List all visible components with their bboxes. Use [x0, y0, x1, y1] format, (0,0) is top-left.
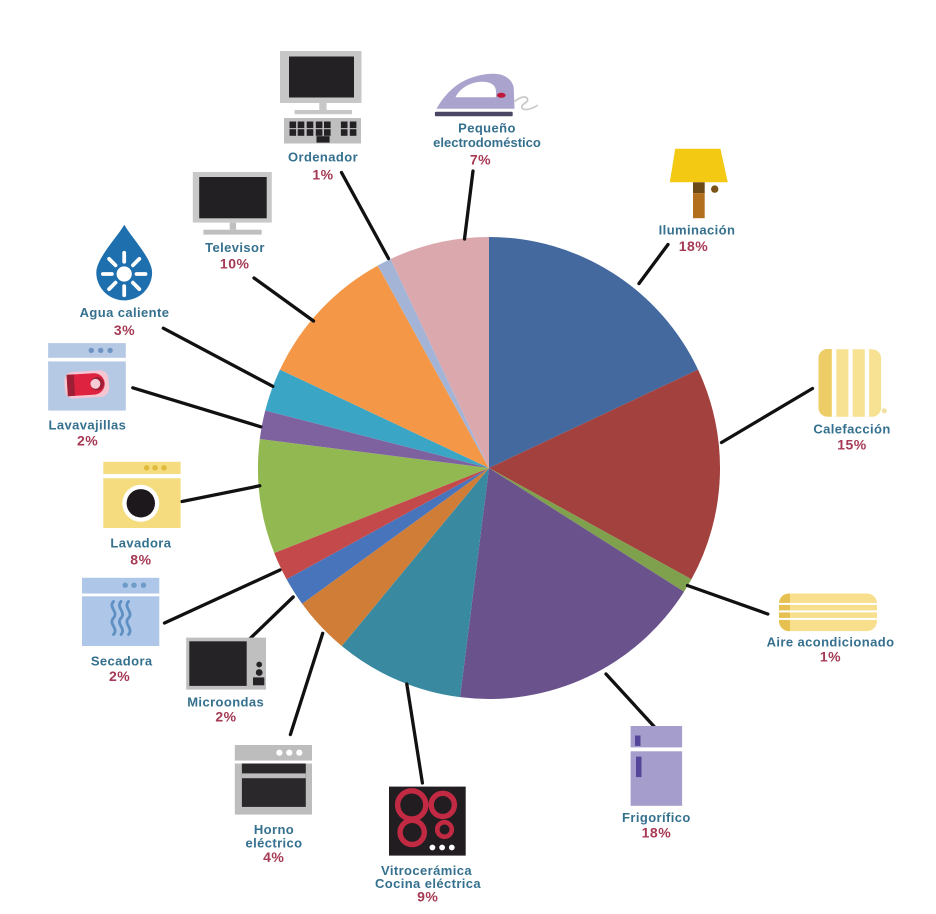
svg-text:Vitrocerámica: Vitrocerámica [381, 863, 472, 878]
svg-text:Cocina eléctrica: Cocina eléctrica [375, 876, 481, 891]
svg-text:4%: 4% [263, 849, 284, 865]
svg-text:9%: 9% [417, 889, 438, 905]
svg-text:1%: 1% [820, 649, 841, 665]
svg-text:8%: 8% [130, 552, 151, 568]
svg-text:Lavavajillas: Lavavajillas [48, 417, 126, 432]
svg-text:Iluminación: Iluminación [659, 222, 736, 237]
svg-text:2%: 2% [77, 432, 98, 448]
svg-text:Ordenador: Ordenador [288, 150, 358, 165]
svg-text:15%: 15% [837, 436, 867, 452]
svg-text:3%: 3% [114, 322, 135, 338]
svg-text:Secadora: Secadora [91, 654, 153, 669]
svg-text:10%: 10% [220, 256, 250, 272]
svg-text:7%: 7% [470, 152, 491, 168]
svg-text:Aire acondicionado: Aire acondicionado [767, 635, 895, 650]
svg-text:18%: 18% [642, 825, 672, 841]
svg-text:Televisor: Televisor [205, 240, 265, 255]
svg-text:18%: 18% [679, 238, 709, 254]
svg-text:electrodoméstico: electrodoméstico [433, 135, 541, 150]
svg-text:Calefacción: Calefacción [813, 422, 890, 437]
svg-text:Pequeño: Pequeño [458, 121, 516, 136]
svg-text:Horno: Horno [254, 822, 294, 837]
svg-text:eléctrico: eléctrico [245, 836, 302, 851]
svg-text:2%: 2% [109, 668, 130, 684]
svg-text:Lavadora: Lavadora [110, 536, 171, 551]
svg-text:Frigorífico: Frigorífico [622, 810, 691, 825]
svg-text:Agua caliente: Agua caliente [80, 305, 170, 320]
svg-text:Microondas: Microondas [187, 694, 264, 709]
svg-text:2%: 2% [215, 709, 236, 725]
svg-text:1%: 1% [312, 167, 333, 183]
